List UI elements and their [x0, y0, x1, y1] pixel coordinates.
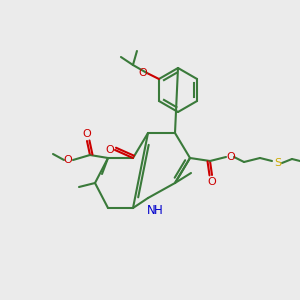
Text: O: O: [82, 129, 91, 139]
Text: H: H: [154, 203, 162, 217]
Text: S: S: [274, 158, 282, 168]
Text: O: O: [226, 152, 236, 162]
Text: O: O: [106, 145, 114, 155]
Text: O: O: [139, 68, 147, 78]
Text: N: N: [147, 203, 155, 217]
Text: O: O: [208, 177, 216, 187]
Text: O: O: [64, 155, 72, 165]
